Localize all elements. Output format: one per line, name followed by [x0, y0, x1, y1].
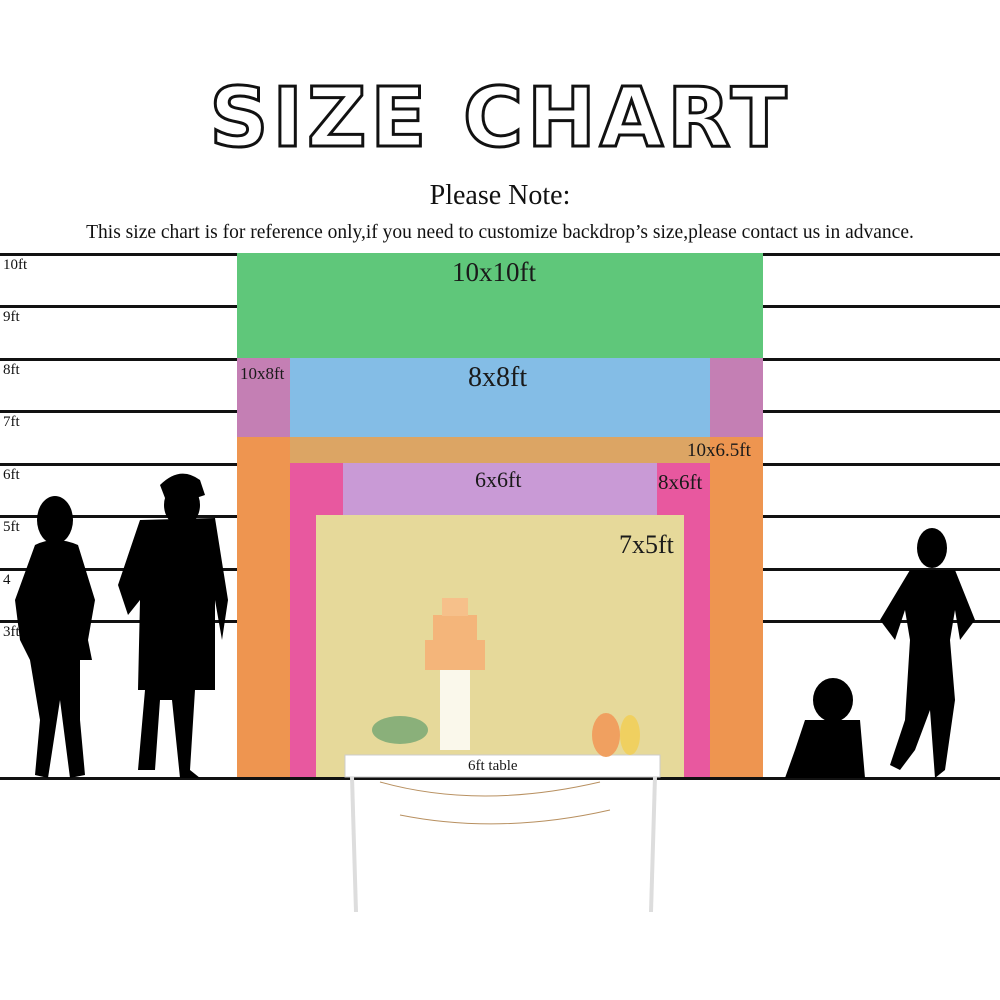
- woman-silhouette: [15, 496, 95, 778]
- child-sitting-silhouette: [785, 678, 865, 778]
- height-label: 9ft: [3, 309, 20, 325]
- height-label: 6ft: [3, 467, 20, 483]
- label-7x5: 7x5ft: [619, 530, 674, 559]
- backdrop-8x8: [290, 358, 710, 438]
- height-label: 4: [3, 572, 11, 588]
- label-10x6.5: 10x6.5ft: [687, 440, 751, 461]
- note-heading: Please Note:: [429, 180, 571, 211]
- table-label: 6ft table: [468, 758, 518, 774]
- height-label: 10ft: [3, 257, 28, 273]
- label-10x8: 10x8ft: [240, 364, 285, 383]
- chart-title: SIZE CHART: [208, 71, 791, 166]
- dessert-table: [344, 598, 661, 913]
- label-10x10: 10x10ft: [452, 257, 536, 287]
- girl-standing-silhouette: [880, 528, 975, 778]
- backdrop-10x6.5-mid: [290, 437, 710, 463]
- height-label: 3ft: [3, 624, 20, 640]
- note-text: This size chart is for reference only,if…: [86, 222, 914, 243]
- label-8x6: 8x6ft: [658, 470, 703, 494]
- label-6x6: 6x6ft: [475, 467, 522, 492]
- height-label: 5ft: [3, 519, 20, 535]
- label-8x8: 8x8ft: [468, 362, 528, 393]
- height-label: 8ft: [3, 362, 20, 378]
- man-silhouette: [118, 473, 228, 778]
- height-label: 7ft: [3, 414, 20, 430]
- backdrop-10x10: [237, 253, 763, 358]
- floor-line: [0, 777, 1000, 780]
